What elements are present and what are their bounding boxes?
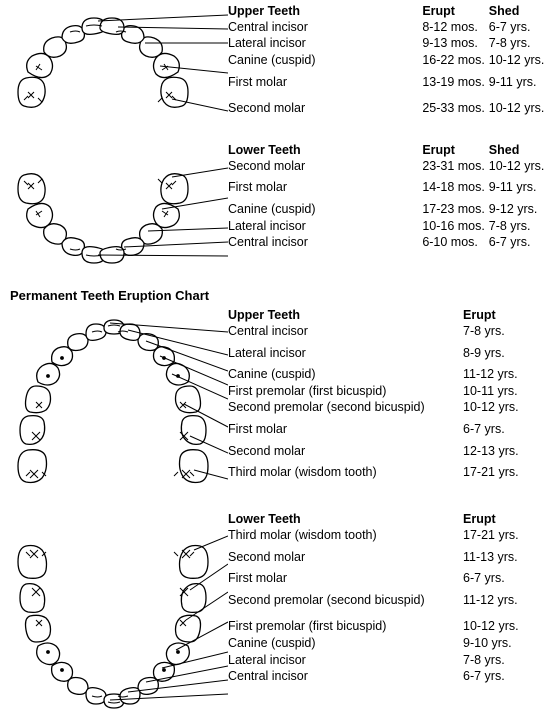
table-row: First molar6-7 yrs. [228, 571, 533, 588]
permanent-chart-title: Permanent Teeth Eruption Chart [10, 288, 546, 304]
permanent-upper-table: Upper Teeth Erupt Central incisor7-8 yrs… [228, 308, 533, 482]
table-row: Second premolar (second bicuspid)10-12 y… [228, 400, 533, 417]
table-row: Central incisor6-10 mos.6-7 yrs. [228, 235, 546, 252]
col-header-erupt: Erupt [463, 308, 533, 324]
table-row: Second molar12-13 yrs. [228, 444, 533, 461]
table-row: Lateral incisor10-16 mos.7-8 yrs. [228, 219, 546, 236]
col-header-name: Upper Teeth [228, 4, 422, 20]
table-row: Second premolar (second bicuspid)11-12 y… [228, 593, 533, 610]
table-row: First molar14-18 mos.9-11 yrs. [228, 180, 546, 197]
table-row: Second molar23-31 mos.10-12 yrs. [228, 159, 546, 176]
permanent-lower-section: Lower Teeth Erupt Third molar (wisdom to… [0, 512, 546, 722]
table-row: Canine (cuspid)9-10 yrs. [228, 636, 533, 653]
table-row: Canine (cuspid)11-12 yrs. [228, 367, 533, 384]
primary-upper-table: Upper Teeth Erupt Shed Central incisor8-… [228, 4, 546, 118]
permanent-upper-section: Upper Teeth Erupt Central incisor7-8 yrs… [0, 308, 546, 508]
table-row: Canine (cuspid)17-23 mos.9-12 yrs. [228, 202, 546, 219]
col-header-shed: Shed [489, 4, 546, 20]
col-header-shed: Shed [489, 143, 546, 159]
col-header-name: Upper Teeth [228, 308, 463, 324]
permanent-lower-table: Lower Teeth Erupt Third molar (wisdom to… [228, 512, 533, 686]
table-row: First premolar (first bicuspid)10-12 yrs… [228, 619, 533, 636]
col-header-name: Lower Teeth [228, 512, 463, 528]
table-row: First molar13-19 mos.9-11 yrs. [228, 75, 546, 92]
table-row: Second molar25-33 mos.10-12 yrs. [228, 101, 546, 118]
table-row: Lateral incisor7-8 yrs. [228, 653, 533, 670]
table-row: First molar6-7 yrs. [228, 422, 533, 439]
col-header-erupt: Erupt [463, 512, 533, 528]
table-row: Third molar (wisdom tooth)17-21 yrs. [228, 528, 533, 545]
primary-lower-table: Lower Teeth Erupt Shed Second molar23-31… [228, 143, 546, 252]
col-header-name: Lower Teeth [228, 143, 422, 159]
table-row: Central incisor7-8 yrs. [228, 324, 533, 341]
primary-lower-section: Lower Teeth Erupt Shed Second molar23-31… [0, 143, 546, 278]
table-row: Lateral incisor8-9 yrs. [228, 346, 533, 363]
col-header-erupt: Erupt [422, 143, 488, 159]
table-row: First premolar (first bicuspid)10-11 yrs… [228, 384, 533, 401]
col-header-erupt: Erupt [422, 4, 488, 20]
table-row: Central incisor6-7 yrs. [228, 669, 533, 686]
table-row: Third molar (wisdom tooth)17-21 yrs. [228, 465, 533, 482]
table-row: Canine (cuspid)16-22 mos.10-12 yrs. [228, 53, 546, 70]
primary-upper-section: Upper Teeth Erupt Shed Central incisor8-… [0, 4, 546, 139]
table-row: Second molar11-13 yrs. [228, 550, 533, 567]
table-row: Lateral incisor9-13 mos.7-8 yrs. [228, 36, 546, 53]
table-row: Central incisor8-12 mos.6-7 yrs. [228, 20, 546, 37]
